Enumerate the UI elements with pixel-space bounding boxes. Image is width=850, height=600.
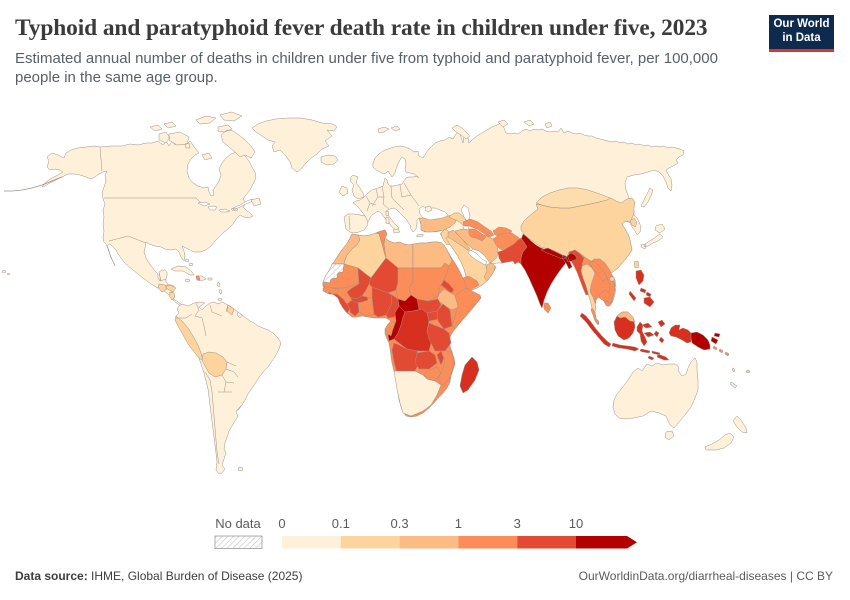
svg-text:10: 10 <box>569 516 583 531</box>
svg-text:1: 1 <box>455 516 462 531</box>
svg-text:3: 3 <box>514 516 521 531</box>
svg-text:0.3: 0.3 <box>391 516 409 531</box>
svg-text:0.1: 0.1 <box>332 516 350 531</box>
svg-text:No data: No data <box>215 516 261 531</box>
svg-text:0: 0 <box>278 516 285 531</box>
